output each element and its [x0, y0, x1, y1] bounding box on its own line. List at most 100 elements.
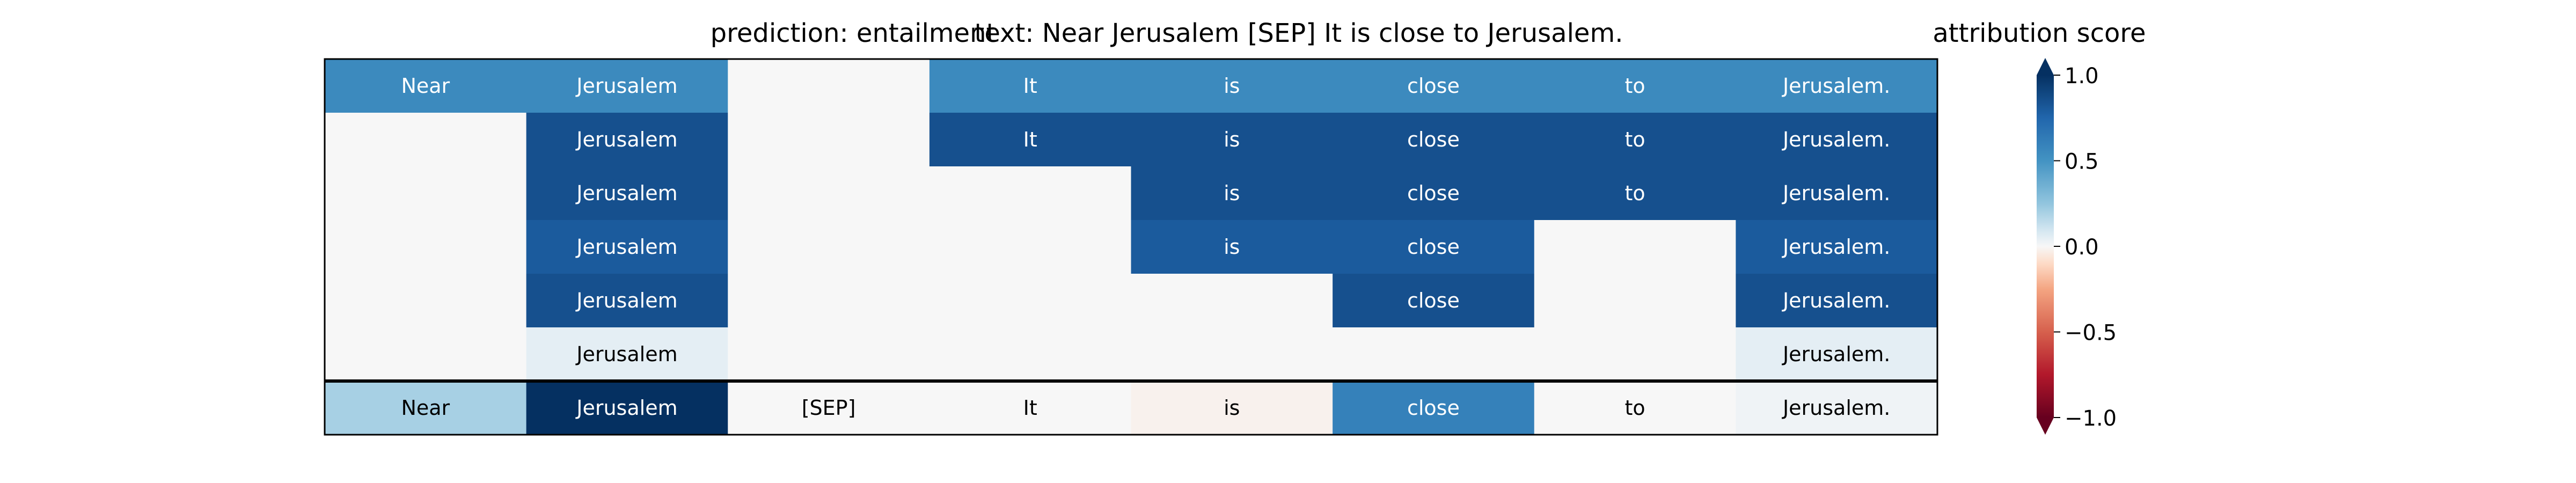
- heat-cell: [325, 220, 527, 274]
- colorbar-tick-label: 0.5: [2065, 150, 2099, 174]
- cell-token-label: Jerusalem.: [1782, 289, 1890, 312]
- colorbar-tick-label: −1.0: [2065, 406, 2117, 431]
- heat-cell: [526, 166, 728, 221]
- heat-cell: [325, 274, 527, 328]
- heat-cell: [728, 220, 930, 274]
- heat-cell: [325, 327, 527, 382]
- summary-cell: [526, 381, 728, 435]
- heat-cell: [1333, 327, 1535, 382]
- heat-cell: [1333, 274, 1535, 328]
- cell-token-label: to: [1624, 181, 1645, 205]
- heat-cell: [929, 274, 1131, 328]
- summary-token-label: Jerusalem: [575, 396, 677, 420]
- cell-token-label: Jerusalem.: [1782, 181, 1890, 205]
- heat-cell: [1736, 113, 1938, 167]
- summary-token-label: It: [1023, 396, 1037, 420]
- summary-token-label: close: [1407, 396, 1460, 420]
- cell-token-label: Jerusalem: [575, 181, 677, 205]
- summary-token-label: Jerusalem.: [1782, 396, 1890, 420]
- cell-token-label: is: [1224, 74, 1240, 98]
- cell-token-label: close: [1407, 181, 1460, 205]
- cell-token-label: It: [1023, 74, 1037, 98]
- summary-cell: [1333, 381, 1535, 435]
- cell-token-label: close: [1407, 289, 1460, 312]
- cell-token-label: close: [1407, 74, 1460, 98]
- heat-cell: [1534, 220, 1736, 274]
- heat-cell: [526, 220, 728, 274]
- heat-cell: [1131, 220, 1333, 274]
- cell-token-label: Jerusalem: [575, 289, 677, 312]
- heat-cell: [1736, 166, 1938, 221]
- heat-cell: [1736, 59, 1938, 113]
- summary-cell: [325, 381, 527, 435]
- heat-cell: [1534, 274, 1736, 328]
- heat-cell: [1131, 59, 1333, 113]
- colorbar-tick-label: 0.0: [2065, 235, 2099, 260]
- heat-cell: [929, 59, 1131, 113]
- cell-token-label: Jerusalem: [575, 342, 677, 366]
- cell-token-label: to: [1624, 74, 1645, 98]
- summary-token-label: Near: [401, 396, 450, 420]
- heat-cell: [1131, 166, 1333, 221]
- colorbar-extend-max: [2037, 58, 2054, 75]
- heat-cell: [526, 59, 728, 113]
- heat-cell: [1131, 327, 1333, 382]
- cell-token-label: It: [1023, 128, 1037, 151]
- cell-token-label: Jerusalem.: [1782, 235, 1890, 259]
- heat-cell: [1131, 274, 1333, 328]
- colorbar-gradient: [2037, 75, 2054, 418]
- heat-cell: [929, 220, 1131, 274]
- heat-cell: [1534, 327, 1736, 382]
- heat-cell: [325, 59, 527, 113]
- colorbar-tick-label: −0.5: [2065, 321, 2117, 346]
- heat-cell: [728, 274, 930, 328]
- heat-cell: [728, 59, 930, 113]
- cell-token-label: Jerusalem: [575, 74, 677, 98]
- heat-cell: [728, 113, 930, 167]
- heat-cell: [1131, 113, 1333, 167]
- cell-token-label: Jerusalem.: [1782, 342, 1890, 366]
- heat-cell: [1333, 220, 1535, 274]
- heat-cell: [325, 166, 527, 221]
- heat-cell: [1534, 59, 1736, 113]
- heat-cell: [526, 113, 728, 167]
- summary-cell: [929, 381, 1131, 435]
- summary-cell: [728, 381, 930, 435]
- cell-token-label: Jerusalem: [575, 235, 677, 259]
- heat-cell: [526, 274, 728, 328]
- summary-cell: [1131, 381, 1333, 435]
- text-title: text: Near Jerusalem [SEP] It is close t…: [975, 18, 1623, 48]
- prediction-title: prediction: entailment: [711, 18, 997, 48]
- heat-cell: [526, 327, 728, 382]
- cell-token-label: to: [1624, 128, 1645, 151]
- heat-cell: [929, 166, 1131, 221]
- heat-cell: [1333, 166, 1535, 221]
- heat-cell: [929, 113, 1131, 167]
- heat-cell: [1534, 166, 1736, 221]
- cell-token-label: is: [1224, 181, 1240, 205]
- summary-cell: [1736, 381, 1938, 435]
- heatmap-frame: [324, 58, 1938, 436]
- cell-token-label: is: [1224, 128, 1240, 151]
- colorbar-extend-min: [2037, 418, 2054, 435]
- heat-cell: [929, 327, 1131, 382]
- heat-cell: [1736, 327, 1938, 382]
- cell-token-label: Jerusalem: [575, 128, 677, 151]
- heat-cell: [1534, 113, 1736, 167]
- colorbar-title: attribution score: [1933, 18, 2146, 48]
- colorbar: 1.0 0.5 0.0 −0.5 −1.0: [2037, 58, 2117, 435]
- heat-cell: [1333, 59, 1535, 113]
- cell-token-label: is: [1224, 235, 1240, 259]
- heat-cell: [1736, 220, 1938, 274]
- summary-token-label: [SEP]: [802, 396, 856, 420]
- cell-token-label: Jerusalem.: [1782, 128, 1890, 151]
- heat-cell: [1736, 274, 1938, 328]
- summary-cell: [1534, 381, 1736, 435]
- heat-cell: [728, 327, 930, 382]
- heat-cell: [325, 113, 527, 167]
- heat-cell: [1333, 113, 1535, 167]
- cell-token-label: close: [1407, 235, 1460, 259]
- cell-token-label: close: [1407, 128, 1460, 151]
- colorbar-tick-label: 1.0: [2065, 64, 2099, 89]
